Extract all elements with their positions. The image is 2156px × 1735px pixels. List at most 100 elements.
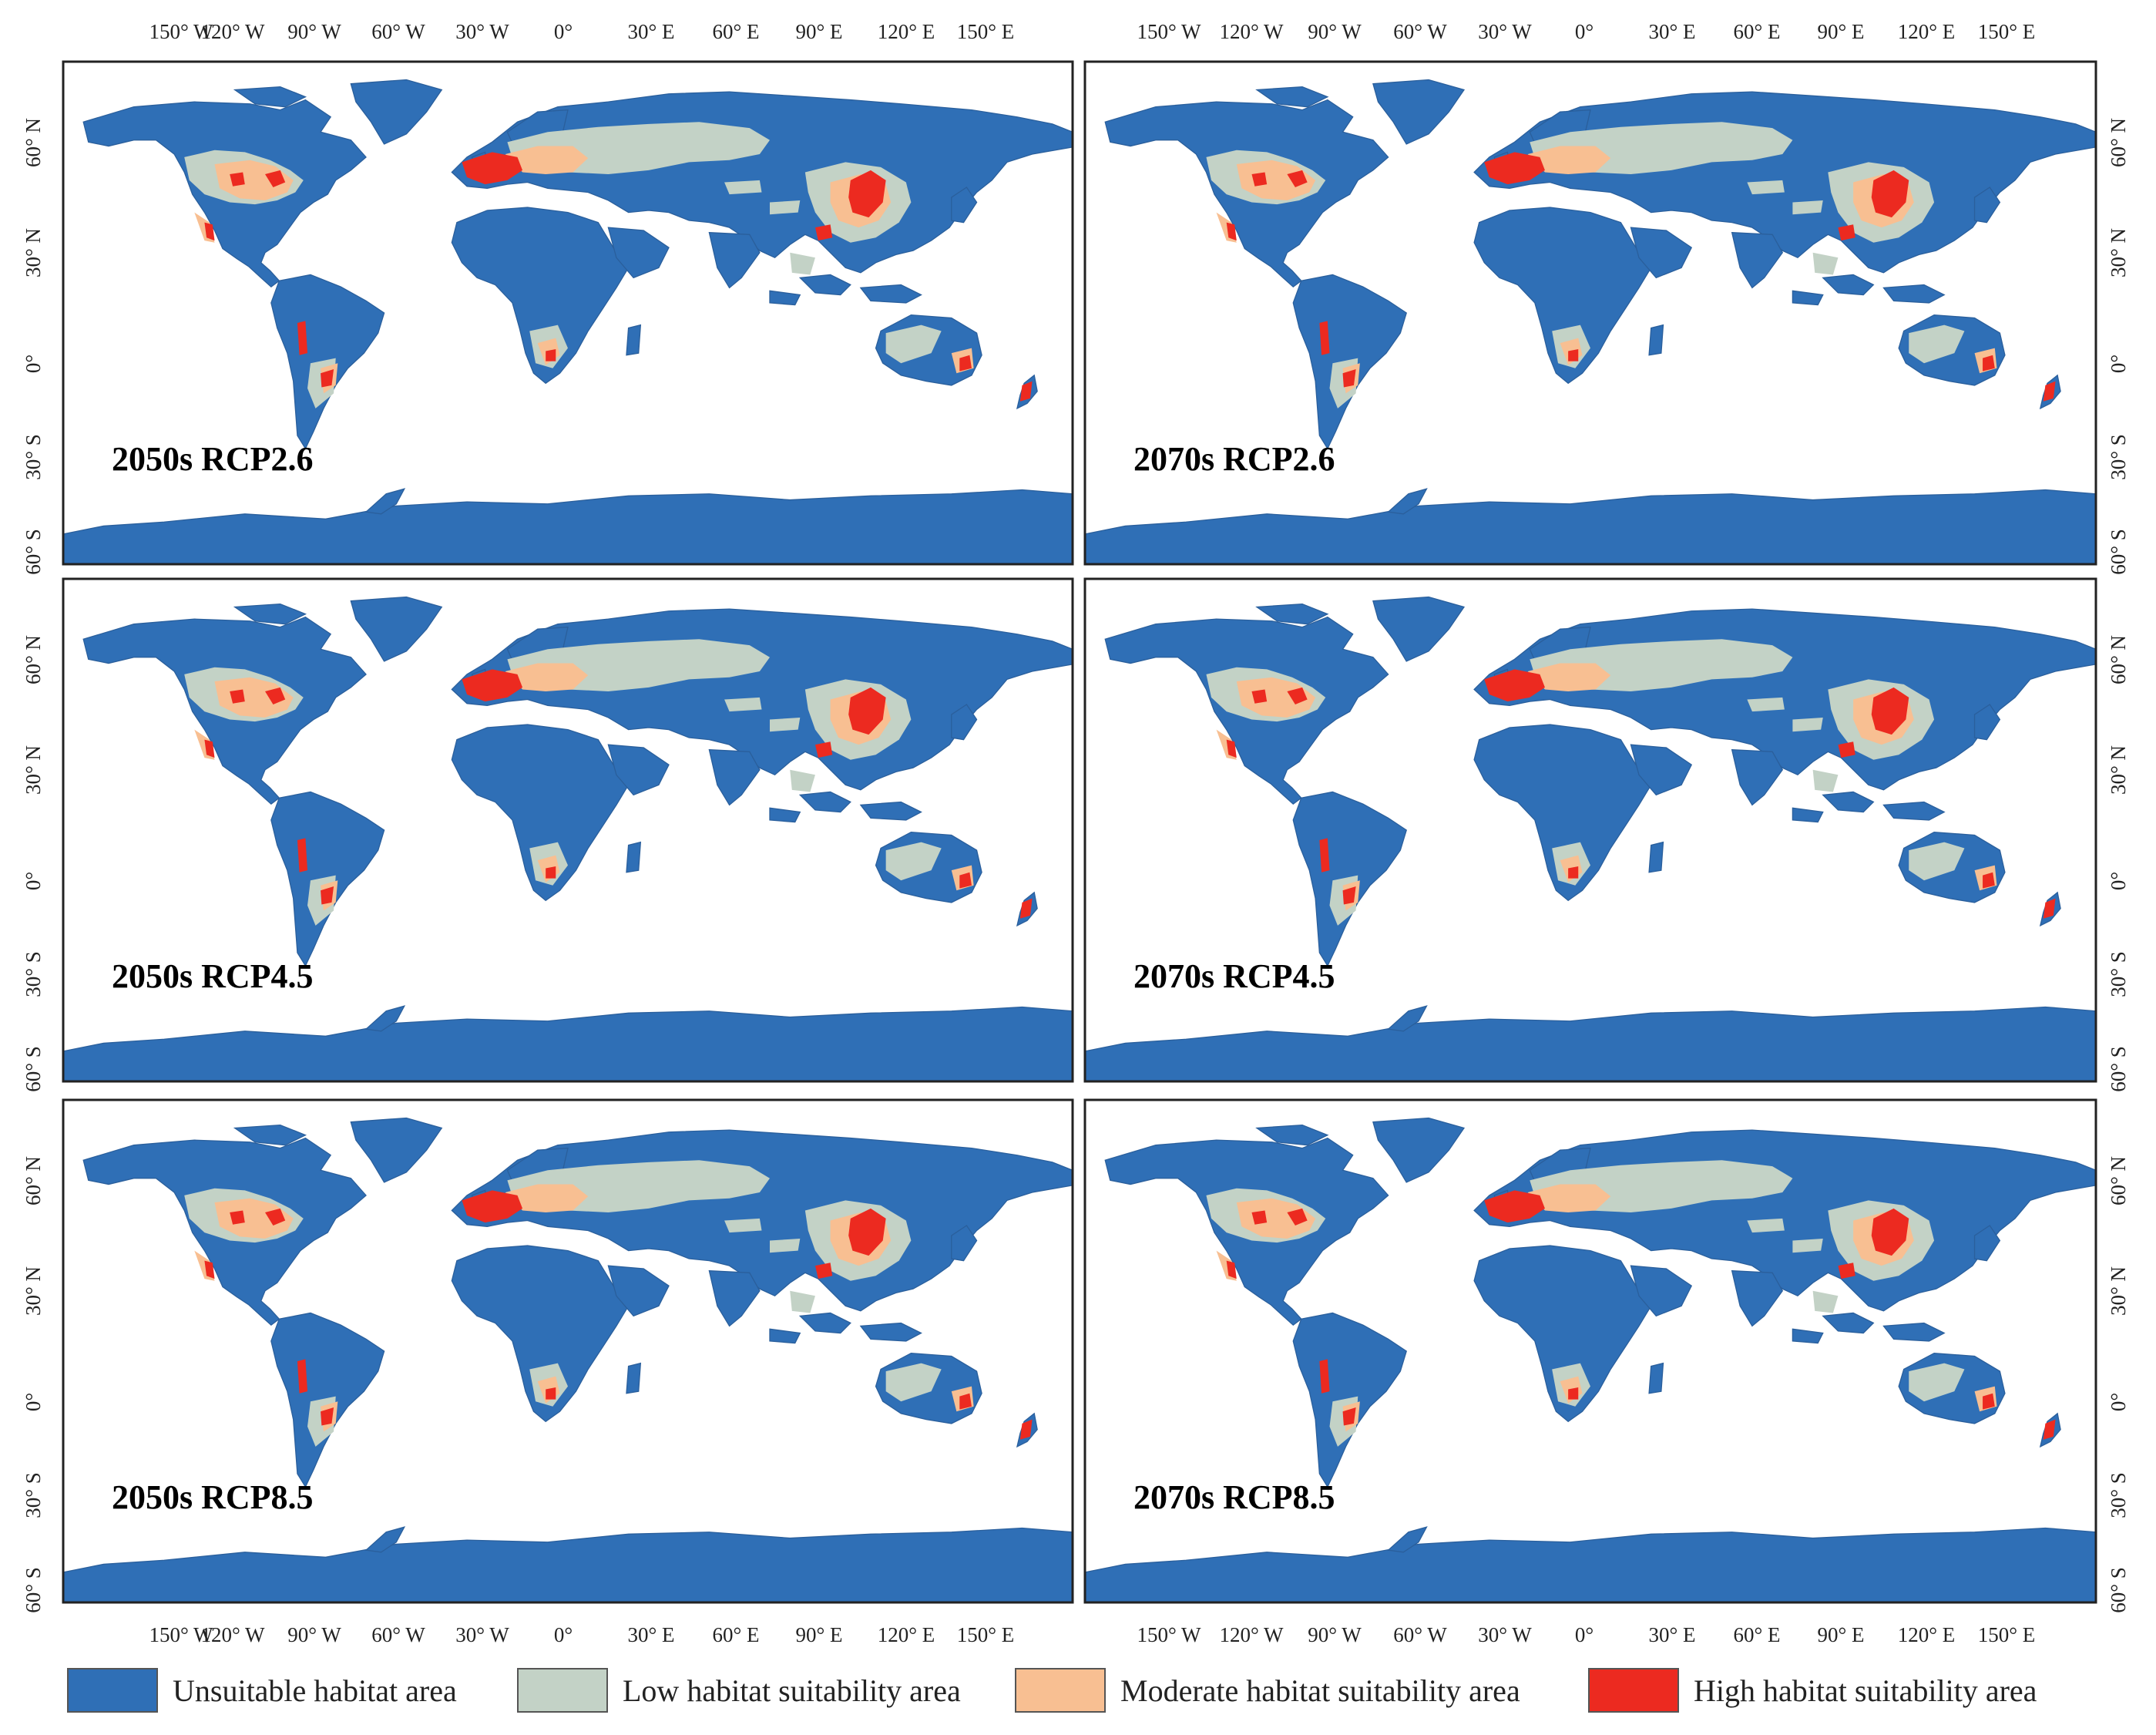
latitude-tick-label: 30° S	[2107, 434, 2130, 480]
latitude-tick-label: 30° S	[22, 1472, 45, 1518]
longitude-tick-label: 60° W	[1393, 20, 1447, 43]
longitude-tick-label: 60° W	[1393, 1623, 1447, 1646]
latitude-tick-label: 60° S	[22, 1046, 45, 1092]
longitude-tick-label: 30° W	[1478, 1623, 1532, 1646]
longitude-tick-label: 120° E	[878, 20, 935, 43]
legend-swatch	[1588, 1668, 1679, 1713]
legend-label: High habitat suitability area	[1694, 1673, 2037, 1708]
longitude-tick-label: 60° E	[1733, 1623, 1780, 1646]
legend: Unsuitable habitat area Low habitat suita…	[67, 1668, 2037, 1713]
latitude-tick-label: 60° N	[22, 635, 45, 684]
panel-scenario-label: 2070s RCP8.5	[1133, 1478, 1335, 1516]
latitude-tick-label: 60° S	[2107, 529, 2130, 575]
longitude-tick-label: 30° E	[627, 1623, 674, 1646]
longitude-tick-label: 120° W	[200, 20, 265, 43]
legend-item: High habitat suitability area	[1588, 1668, 2037, 1713]
right-latitude-labels: 60° N 30° N 0° 30° S 60° S 60° N 30° N 0° 30° S 6…	[2107, 118, 2130, 1613]
panel-frame	[1083, 1098, 2097, 1604]
longitude-tick-label: 150° W	[149, 20, 213, 43]
panel-scenario-label: 2050s RCP4.5	[112, 957, 314, 995]
longitude-tick-label: 90° W	[287, 20, 341, 43]
longitude-tick-label: 120° E	[1898, 1623, 1956, 1646]
longitude-tick-label: 150° W	[1137, 1623, 1201, 1646]
panel-frame	[62, 60, 1074, 566]
longitude-tick-label: 30° W	[455, 20, 509, 43]
latitude-tick-label: 60° S	[22, 529, 45, 575]
latitude-tick-label: 30° S	[22, 434, 45, 480]
longitude-tick-label: 30° W	[455, 1623, 509, 1646]
longitude-tick-label: 90° W	[1308, 1623, 1362, 1646]
legend-label: Unsuitable habitat area	[173, 1673, 457, 1708]
map-panel: 2050s RCP4.5	[62, 577, 1074, 1083]
longitude-tick-label: 120° W	[200, 1623, 265, 1646]
map-panel: 2070s RCP4.5	[1083, 577, 2097, 1083]
legend-item: Low habitat suitability area	[517, 1668, 961, 1713]
latitude-tick-label: 30° S	[22, 951, 45, 997]
legend-label: Moderate habitat suitability area	[1120, 1673, 1520, 1708]
map-panel: 2070s RCP2.6	[1083, 60, 2097, 566]
latitude-tick-label: 60° N	[22, 1156, 45, 1205]
latitude-tick-label: 0°	[2107, 355, 2130, 373]
latitude-tick-label: 60° N	[2107, 1156, 2130, 1205]
map-panel: 2050s RCP8.5	[62, 1098, 1074, 1604]
latitude-tick-label: 30° N	[2107, 1266, 2130, 1316]
longitude-tick-label: 120° W	[1219, 1623, 1284, 1646]
legend-swatch	[517, 1668, 608, 1713]
longitude-tick-label: 0°	[1575, 1623, 1593, 1646]
panel-frame	[1083, 577, 2097, 1083]
longitude-tick-label: 90° E	[795, 1623, 842, 1646]
longitude-tick-label: 90° W	[1308, 20, 1362, 43]
latitude-tick-label: 0°	[2107, 1393, 2130, 1411]
panel-scenario-label: 2070s RCP2.6	[1133, 440, 1335, 478]
latitude-tick-label: 0°	[22, 872, 45, 890]
longitude-tick-label: 150° W	[1137, 20, 1201, 43]
panel-frame	[62, 1098, 1074, 1604]
latitude-tick-label: 60° S	[2107, 1046, 2130, 1092]
longitude-tick-label: 30° E	[1648, 1623, 1695, 1646]
longitude-tick-label: 90° E	[1817, 1623, 1864, 1646]
longitude-tick-label: 30° W	[1478, 20, 1532, 43]
longitude-tick-label: 150° E	[957, 20, 1015, 43]
legend-swatch	[67, 1668, 158, 1713]
longitude-tick-label: 30° E	[627, 20, 674, 43]
panel-frame	[1083, 60, 2097, 566]
latitude-tick-label: 60° N	[2107, 118, 2130, 167]
legend-swatch	[1015, 1668, 1106, 1713]
latitude-tick-label: 0°	[2107, 872, 2130, 890]
panel-scenario-label: 2050s RCP2.6	[112, 440, 314, 478]
latitude-tick-label: 30° N	[22, 228, 45, 277]
latitude-tick-label: 0°	[22, 355, 45, 373]
longitude-tick-label: 90° E	[795, 20, 842, 43]
longitude-tick-label: 150° E	[1978, 20, 2036, 43]
left-latitude-labels: 60° N 30° N 0° 30° S 60° S 60° N 30° N 0° 30° S 6…	[22, 118, 45, 1613]
latitude-tick-label: 0°	[22, 1393, 45, 1411]
panel-scenario-label: 2070s RCP4.5	[1133, 957, 1335, 995]
longitude-tick-label: 90° W	[287, 1623, 341, 1646]
longitude-tick-label: 60° E	[1733, 20, 1780, 43]
latitude-tick-label: 30° N	[22, 745, 45, 795]
longitude-tick-label: 0°	[1575, 20, 1593, 43]
longitude-tick-label: 90° E	[1817, 20, 1864, 43]
longitude-tick-label: 30° E	[1648, 20, 1695, 43]
panel-frame	[62, 577, 1074, 1083]
map-panel: 2050s RCP2.6	[62, 60, 1074, 566]
legend-item: Moderate habitat suitability area	[1015, 1668, 1520, 1713]
longitude-tick-label: 150° E	[1978, 1623, 2036, 1646]
longitude-tick-label: 0°	[554, 1623, 573, 1646]
latitude-tick-label: 60° N	[22, 118, 45, 167]
latitude-tick-label: 30° N	[22, 1266, 45, 1316]
longitude-tick-label: 60° W	[371, 20, 425, 43]
map-panels: 2050s RCP2.6 2070s RCP2.6 2050s RCP4.5 2070…	[62, 60, 2097, 1604]
latitude-tick-label: 30° S	[2107, 951, 2130, 997]
longitude-tick-label: 60° E	[712, 1623, 759, 1646]
latitude-tick-label: 30° N	[2107, 745, 2130, 795]
map-panel: 2070s RCP8.5	[1083, 1098, 2097, 1604]
latitude-tick-label: 60° S	[2107, 1567, 2130, 1613]
longitude-tick-label: 0°	[554, 20, 573, 43]
longitude-tick-label: 60° E	[712, 20, 759, 43]
longitude-tick-label: 150° W	[149, 1623, 213, 1646]
legend-label: Low habitat suitability area	[623, 1673, 961, 1708]
